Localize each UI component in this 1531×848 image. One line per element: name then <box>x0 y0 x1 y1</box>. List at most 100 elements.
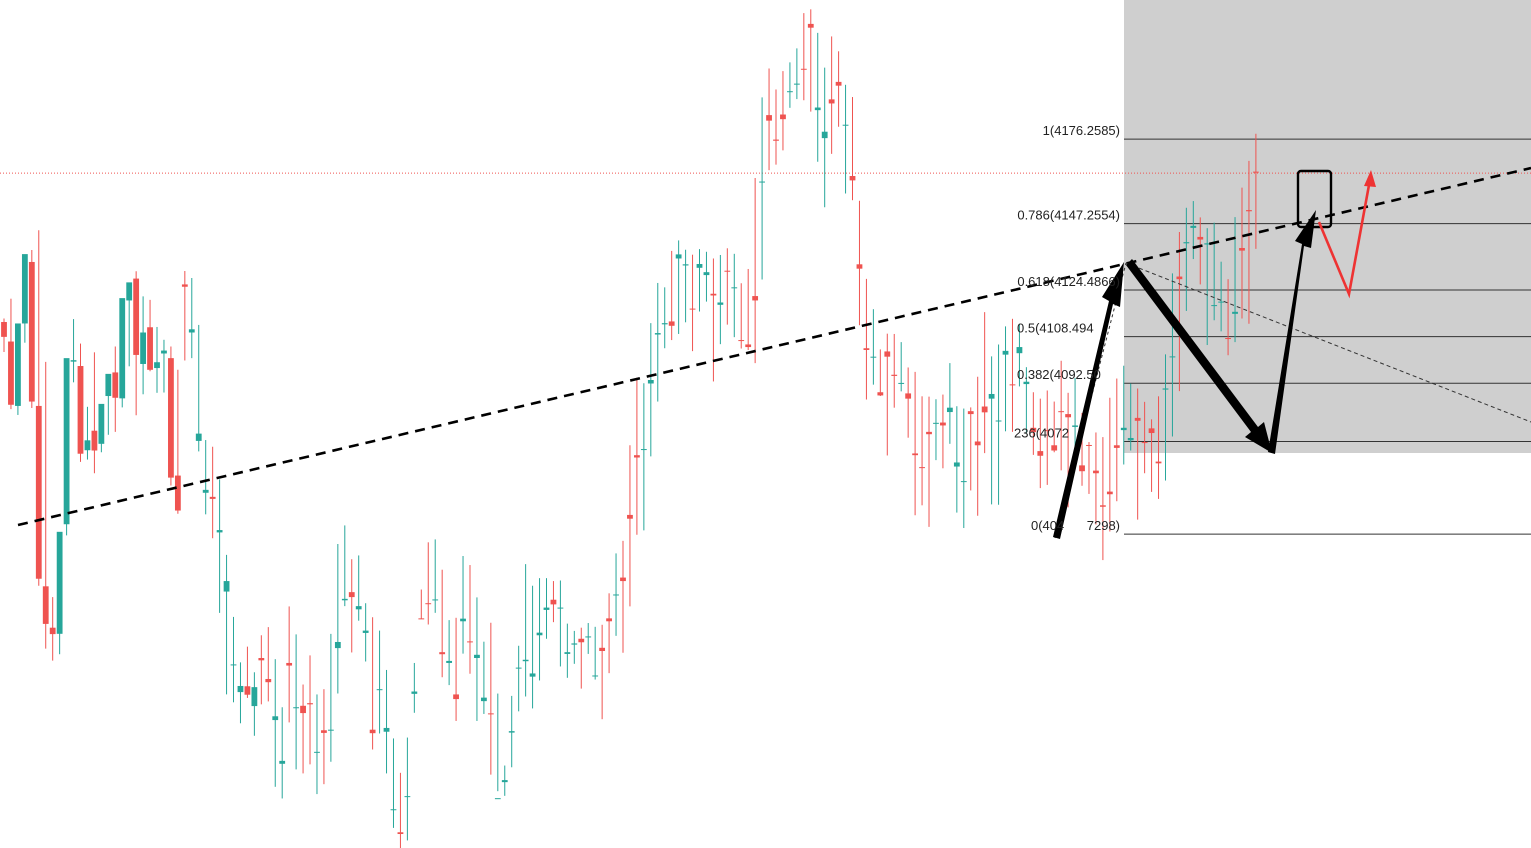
candle-body <box>119 298 126 399</box>
candle-body <box>1009 384 1016 386</box>
candle-body <box>383 727 390 732</box>
candle-body <box>933 422 939 424</box>
candle <box>439 569 446 678</box>
candle-body <box>738 340 745 342</box>
candle <box>1 318 7 353</box>
candle-body <box>863 348 870 350</box>
candle-body <box>321 730 327 733</box>
candle <box>752 178 759 364</box>
candle-body <box>891 374 898 376</box>
candle-body <box>286 662 293 666</box>
candle-body <box>1246 210 1252 212</box>
candle-body <box>745 344 752 348</box>
candle-body <box>640 449 647 451</box>
candle-body <box>1106 491 1113 495</box>
candle <box>571 630 578 664</box>
candle <box>251 672 258 736</box>
candle-body <box>8 341 14 405</box>
candle-body <box>1169 356 1176 358</box>
candle <box>557 580 564 667</box>
candle <box>244 646 251 698</box>
candle-body <box>77 366 84 454</box>
candle <box>828 36 835 154</box>
candle-body <box>835 81 842 86</box>
candle-body <box>682 264 689 266</box>
candle-body <box>529 673 536 677</box>
candle-body <box>70 360 77 362</box>
candle-body <box>21 254 28 324</box>
candle <box>487 622 494 775</box>
candle <box>696 249 703 312</box>
candle-body <box>884 351 891 357</box>
candle-body <box>627 514 633 519</box>
fib-level-label: 0.618(4124.4866) <box>1017 274 1120 289</box>
candle-body <box>1058 411 1065 413</box>
candle-body <box>279 760 286 764</box>
candle-body <box>1016 347 1023 354</box>
candle-body <box>550 599 557 605</box>
candle-body <box>487 713 494 715</box>
candle <box>933 399 939 461</box>
candle <box>195 324 202 452</box>
candle-body <box>724 270 731 272</box>
candle-body <box>35 405 42 579</box>
candle <box>745 268 752 350</box>
candle-body <box>974 441 981 446</box>
candle-body <box>154 362 160 369</box>
candle-body <box>953 462 960 467</box>
candle <box>21 254 28 343</box>
candle-body <box>995 420 1002 422</box>
candle <box>884 333 891 456</box>
candle <box>1204 228 1211 346</box>
candle-body <box>63 358 70 525</box>
candle <box>1190 201 1197 260</box>
candle-body <box>376 689 383 691</box>
candle <box>1148 419 1155 492</box>
candle <box>599 624 606 720</box>
candle-body <box>1204 243 1211 245</box>
candle-body <box>28 261 35 402</box>
candle-body <box>195 433 202 441</box>
fib-level-label: 1(4176.2585) <box>1043 123 1120 138</box>
fib-level-label: 0(404 <box>1031 518 1064 533</box>
candle-body <box>654 333 661 335</box>
candle-body <box>1065 414 1072 418</box>
candle-body <box>1 322 7 337</box>
candle-body <box>418 618 425 620</box>
candle <box>592 626 599 680</box>
candle-body <box>905 393 912 399</box>
candle-body <box>1037 451 1044 456</box>
candle-body <box>411 691 418 694</box>
candle-body <box>348 592 355 598</box>
candle <box>849 97 856 201</box>
candle-body <box>912 453 919 456</box>
candle-body <box>564 652 571 654</box>
candle <box>63 358 70 536</box>
candle-body <box>1079 465 1085 472</box>
candle <box>717 254 724 345</box>
candle <box>467 565 473 674</box>
candle <box>188 278 195 359</box>
candle <box>56 531 63 655</box>
candle <box>856 200 863 326</box>
candle <box>1211 222 1218 321</box>
candle-body <box>272 716 279 721</box>
candle <box>119 298 126 408</box>
candle-body <box>244 686 251 695</box>
candle <box>974 376 981 516</box>
candle <box>522 564 529 697</box>
candle-body <box>1093 470 1099 474</box>
candle-body <box>42 586 49 624</box>
candle <box>988 356 995 505</box>
candle <box>474 597 480 721</box>
candle-body <box>613 594 619 596</box>
candle <box>390 738 397 828</box>
candle-body <box>1086 444 1092 446</box>
candle <box>1113 378 1120 502</box>
candle <box>1093 432 1099 525</box>
candle <box>258 635 265 705</box>
candle-body <box>1162 388 1169 390</box>
candle-body <box>807 23 814 28</box>
candle-body <box>223 581 230 592</box>
candle <box>42 361 49 649</box>
